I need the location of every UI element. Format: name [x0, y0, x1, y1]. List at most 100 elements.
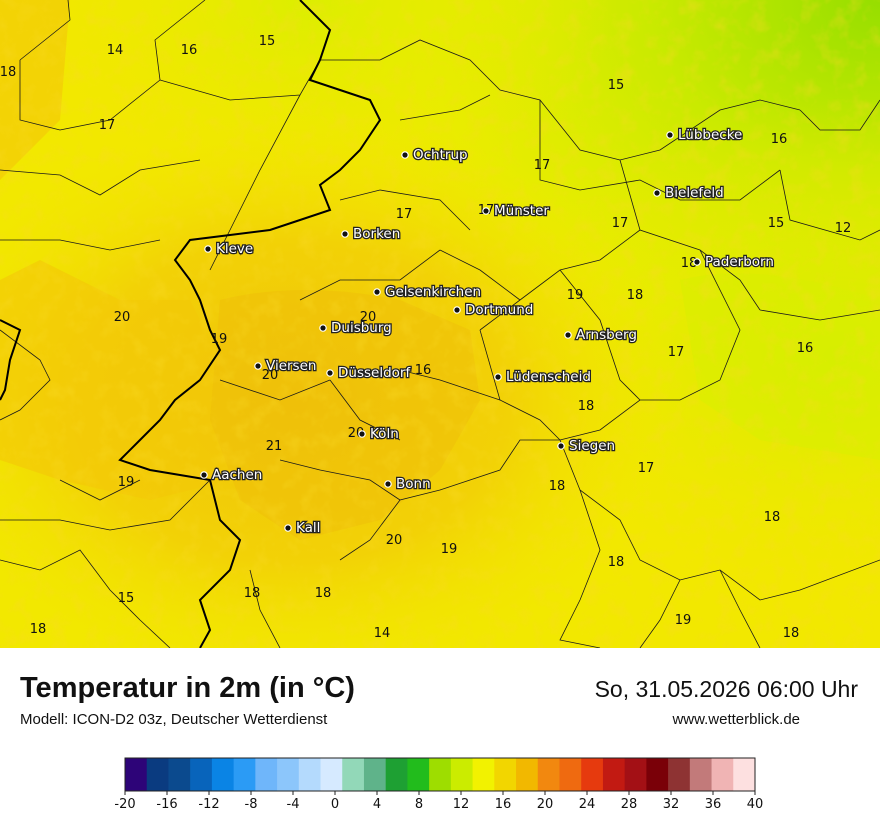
map-title: Temperatur in 2m (in °C): [20, 672, 355, 704]
city-duisburg: Duisburg: [319, 319, 393, 337]
temperature-value: 20: [262, 368, 279, 383]
legend-tick-label: 0: [331, 797, 339, 812]
district-borders: [0, 0, 880, 649]
city-label: Düsseldorf: [338, 365, 411, 381]
city-ldenscheid: Lüdenscheid: [494, 368, 592, 386]
city-dot: [453, 306, 461, 314]
legend-color-box: [668, 758, 691, 791]
city-dot: [384, 480, 392, 488]
color-legend: -20 -16 -12 -8 -4 0 4 8 12 16 20 24 28 32 36 40: [114, 757, 763, 812]
city-borken: Borken: [341, 225, 402, 243]
temperature-value: 15: [118, 591, 135, 606]
city-dot: [373, 288, 381, 296]
city-label: Siegen: [569, 438, 615, 454]
temperature-value: 16: [771, 132, 788, 147]
city-label: Bielefeld: [665, 185, 724, 201]
city-dot: [358, 430, 366, 438]
legend-color-box: [581, 758, 604, 791]
city-lbbecke: Lübbecke: [666, 126, 744, 144]
temperature-value: 20: [360, 310, 377, 325]
city-dot: [200, 471, 208, 479]
city-label: Gelsenkirchen: [385, 284, 481, 300]
city-label: Lübbecke: [678, 127, 742, 143]
city-dsseldorf: Düsseldorf: [326, 364, 413, 382]
legend-color-box: [385, 758, 408, 791]
temperature-value: 18: [315, 586, 332, 601]
city-arnsberg: Arnsberg: [564, 326, 638, 344]
legend-color-box: [190, 758, 213, 791]
legend-color-box: [602, 758, 626, 791]
legend-color-box: [450, 758, 474, 791]
city-label: Viersen: [266, 358, 316, 374]
city-dot: [319, 324, 327, 332]
legend-tick-label: -8: [245, 797, 258, 812]
city-aachen: Aachen: [200, 466, 264, 484]
legend-color-box: [646, 758, 669, 791]
legend-color-box: [168, 758, 191, 791]
temperature-value: 20: [386, 533, 403, 548]
map-texture: [0, 0, 880, 648]
legend-color-box: [711, 758, 734, 791]
city-markers: Lübbecke Ochtrup Bielefeld Münster Borken Kle…: [200, 126, 775, 537]
legend-tick-label: 24: [579, 797, 596, 812]
map-canvas: 14 16 15 18 15 17 16 17 17 17 17 15 12 18 20 19 18 20 19 17…: [0, 0, 880, 649]
city-dot: [653, 189, 661, 197]
legend-tick-label: 36: [705, 797, 722, 812]
city-ochtrup: Ochtrup: [401, 146, 469, 164]
city-label: Borken: [353, 226, 400, 242]
legend-tick-label: 20: [537, 797, 554, 812]
legend-tick-label: -20: [114, 797, 135, 812]
city-label: Köln: [370, 426, 399, 442]
city-dot: [494, 373, 502, 381]
legend-color-box: [125, 758, 148, 791]
temperature-value: 15: [259, 34, 276, 49]
legend-color-box: [624, 758, 647, 791]
temperature-value: 17: [638, 461, 655, 476]
temperature-value: 18: [627, 288, 644, 303]
city-paderborn: Paderborn: [693, 253, 775, 271]
city-dot: [401, 151, 409, 159]
legend-tick-label: -16: [156, 797, 177, 812]
legend-color-box: [537, 758, 560, 791]
legend-tick-label: -12: [198, 797, 219, 812]
city-gelsenkirchen: Gelsenkirchen: [373, 283, 482, 301]
city-dot: [564, 331, 572, 339]
city-dot: [557, 442, 565, 450]
city-dot: [284, 524, 292, 532]
legend-color-box: [320, 758, 343, 791]
legend-color-box: [429, 758, 452, 791]
temperature-value: 19: [675, 613, 692, 628]
temperature-value: 16: [797, 341, 814, 356]
temperature-value: 20: [114, 310, 131, 325]
city-dot: [254, 362, 262, 370]
temperature-value: 14: [107, 43, 124, 58]
city-bielefeld: Bielefeld: [653, 184, 725, 202]
city-label: Bonn: [396, 476, 431, 492]
city-label: Paderborn: [705, 254, 774, 270]
temperature-value: 21: [266, 439, 283, 454]
legend-tick-label: 40: [747, 797, 764, 812]
legend-tick-label: 12: [453, 797, 470, 812]
city-label: Münster: [494, 203, 549, 219]
temperature-value: 15: [768, 216, 785, 231]
city-kall: Kall: [284, 519, 322, 537]
temperature-value: 19: [441, 542, 458, 557]
temperature-value: 18: [783, 626, 800, 641]
legend-color-box: [516, 758, 539, 791]
legend-tick-labels: -20 -16 -12 -8 -4 0 4 8 12 16 20 24 28 32 36 40: [114, 791, 763, 812]
legend-color-box: [407, 758, 430, 791]
model-source: Modell: ICON-D2 03z, Deutscher Wetterdie…: [20, 711, 328, 728]
legend-color-box: [494, 758, 517, 791]
temperature-value: 18: [244, 586, 261, 601]
legend-color-box: [298, 758, 322, 791]
city-dot: [204, 245, 212, 253]
legend-color-box: [733, 758, 756, 791]
city-label: Arnsberg: [576, 327, 637, 343]
temperature-value: 16: [181, 43, 198, 58]
temperature-labels: 14 16 15 18 15 17 16 17 17 17 17 15 12 18 20 19 18 20 19 17…: [0, 34, 851, 641]
legend-frame: [124, 757, 756, 792]
country-borders: [0, 0, 382, 649]
website-link[interactable]: www.wetterblick.de: [672, 711, 800, 728]
legend-color-box: [255, 758, 278, 791]
temperature-value: 17: [396, 207, 413, 222]
